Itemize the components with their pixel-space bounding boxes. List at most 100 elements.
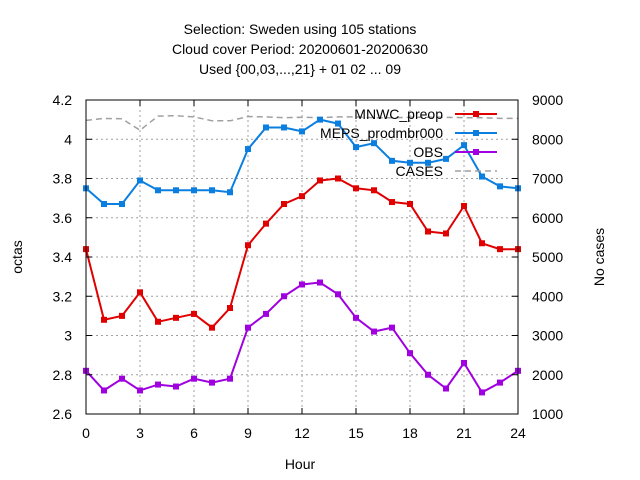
legend-marker — [473, 111, 479, 117]
data-point — [461, 142, 467, 149]
x-tick-label: 3 — [136, 425, 144, 441]
y2-tick-label: 4000 — [532, 288, 563, 304]
data-point — [425, 159, 431, 166]
data-point — [371, 187, 377, 194]
data-point — [389, 324, 395, 331]
x-tick-label: 18 — [402, 425, 418, 441]
legend-label: MNWC_preop — [354, 106, 443, 122]
data-point — [101, 387, 107, 394]
legend-item: MNWC_preop — [354, 106, 497, 122]
x-tick-label: 9 — [244, 425, 252, 441]
legend-label: MEPS_prodmbr000 — [320, 125, 443, 141]
data-point — [191, 375, 197, 382]
data-point — [479, 173, 485, 180]
y-tick-label: 3.4 — [53, 249, 73, 265]
data-point — [209, 379, 215, 386]
y-tick-label: 3.6 — [53, 210, 73, 226]
y-tick-label: 3.8 — [53, 171, 73, 187]
data-point — [407, 201, 413, 208]
y-tick-label: 3 — [64, 328, 72, 344]
x-tick-label: 24 — [510, 425, 526, 441]
data-point — [335, 120, 341, 127]
data-point — [299, 128, 305, 135]
data-point — [155, 187, 161, 194]
legend-marker — [473, 130, 479, 136]
data-point — [137, 289, 143, 296]
legend-label: CASES — [396, 163, 443, 179]
data-point — [353, 314, 359, 321]
data-point — [281, 293, 287, 300]
data-point — [497, 379, 503, 386]
y2-tick-label: 7000 — [532, 171, 563, 187]
axis-ticks: 0 3 6 9 12 15 18 21 24 2.6 2.8 3 3.2 3.4 3.6 3.8 4 4.2 100… — [53, 92, 564, 441]
chart-title-line: Cloud cover Period: 20200601-20200630 — [172, 41, 428, 57]
y2-axis-label: No cases — [591, 228, 607, 286]
data-point — [245, 324, 251, 331]
data-point — [407, 350, 413, 357]
legend-item: MEPS_prodmbr000 — [320, 125, 497, 141]
data-point — [371, 140, 377, 147]
data-point — [209, 187, 215, 194]
series-cases — [85, 114, 518, 132]
legend-marker — [473, 149, 479, 155]
data-point — [263, 124, 269, 131]
data-point — [389, 199, 395, 206]
legend-item: CASES — [396, 163, 497, 179]
y-tick-label: 2.6 — [53, 406, 73, 422]
data-point — [227, 305, 233, 312]
data-point — [299, 281, 305, 288]
y2-tick-label: 8000 — [532, 131, 563, 147]
x-axis-label: Hour — [285, 456, 316, 472]
y-tick-label: 2.8 — [53, 367, 73, 383]
y2-tick-label: 2000 — [532, 367, 563, 383]
legend: MNWC_preop MEPS_prodmbr000 OBS CASES — [320, 106, 497, 179]
data-point — [227, 375, 233, 382]
y2-tick-label: 9000 — [532, 92, 563, 108]
chart-title: Selection: Sweden using 105 stations Clou… — [172, 21, 428, 77]
data-point — [101, 316, 107, 323]
data-point — [317, 279, 323, 286]
data-point — [317, 177, 323, 184]
data-point — [497, 183, 503, 190]
x-tick-label: 21 — [456, 425, 472, 441]
data-point — [119, 312, 125, 319]
y-tick-label: 4 — [64, 131, 72, 147]
data-point — [371, 328, 377, 335]
y-axis-label: octas — [9, 240, 25, 273]
data-point — [407, 159, 413, 166]
data-point — [173, 383, 179, 390]
data-point — [155, 318, 161, 325]
data-point — [191, 187, 197, 194]
data-point — [281, 124, 287, 131]
data-point — [461, 359, 467, 366]
data-point — [155, 381, 161, 388]
data-point — [263, 310, 269, 317]
data-point — [479, 240, 485, 247]
data-point — [335, 291, 341, 298]
legend-label: OBS — [413, 144, 443, 160]
data-point — [245, 242, 251, 249]
y2-tick-label: 3000 — [532, 328, 563, 344]
series-mnwc-preop — [83, 175, 521, 331]
series-obs — [83, 279, 521, 396]
data-point — [209, 324, 215, 331]
data-point — [245, 146, 251, 153]
series-line — [85, 114, 518, 132]
data-point — [281, 201, 287, 208]
data-point — [353, 185, 359, 192]
data-point — [389, 157, 395, 164]
data-point — [191, 310, 197, 317]
x-tick-label: 12 — [294, 425, 310, 441]
data-point — [263, 220, 269, 227]
data-point — [335, 175, 341, 182]
data-point — [443, 155, 449, 162]
data-point — [119, 201, 125, 208]
data-point — [227, 189, 233, 196]
data-point — [425, 371, 431, 378]
data-point — [443, 230, 449, 237]
data-point — [299, 193, 305, 200]
data-point — [479, 389, 485, 396]
data-point — [461, 202, 467, 209]
data-point — [443, 385, 449, 392]
